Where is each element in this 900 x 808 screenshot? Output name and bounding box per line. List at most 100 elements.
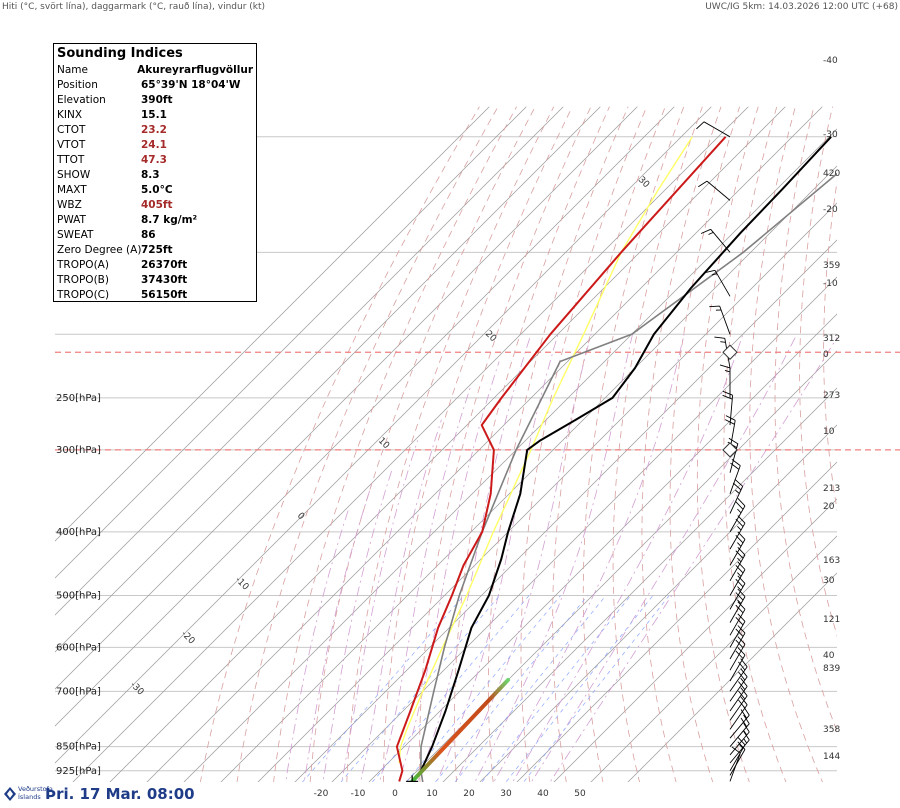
index-name: VTOT (57, 139, 86, 151)
indices-row: Elevation 390ft (57, 93, 253, 108)
indices-title: Sounding Indices (57, 46, 183, 61)
height-label: 273 (823, 391, 840, 401)
indices-row: Name Akureyrarflugvöllur (57, 63, 253, 78)
pressure-label: 700[hPa] (56, 686, 101, 697)
wind-barb (729, 613, 746, 648)
logo-line1: Veðurstofa (18, 785, 53, 793)
wind-barb (729, 478, 744, 514)
index-value: 725ft (141, 244, 173, 256)
index-value: 37430ft (141, 274, 188, 286)
indices-row: MAXT 5.0°C (57, 183, 253, 198)
height-label: -40 (823, 56, 838, 66)
wind-barb (729, 459, 741, 494)
moist-adiabat (530, 334, 798, 782)
height-label: -30 (823, 130, 838, 140)
dry-adiabat (520, 106, 648, 782)
index-value: 23.2 (141, 124, 167, 136)
wind-barb (729, 601, 746, 636)
indices-row: SHOW 8.3 (57, 168, 253, 183)
index-name: KINX (57, 109, 83, 121)
x-tick-label: 50 (574, 789, 586, 799)
mixing-ratio-line (523, 595, 670, 782)
wind-barb (696, 121, 731, 138)
wind-barb (722, 390, 734, 426)
height-label: 839 (823, 664, 840, 674)
indices-row: KINX 15.1 (57, 108, 253, 123)
tropopause-marker (722, 344, 738, 360)
height-label: 163 (823, 556, 840, 566)
height-label: 30 (823, 576, 835, 586)
wind-barb (729, 647, 746, 682)
moist-adiabat (493, 334, 685, 782)
sounding-indices-panel: Sounding Indices Name Akureyrarflugvöllur… (53, 43, 257, 302)
height-label: 420 (823, 169, 840, 179)
index-value: 390ft (141, 94, 173, 106)
vedurstofa-logo: Veðurstofa Íslands (4, 784, 54, 806)
index-value: 65°39'N 18°04'W (141, 79, 241, 91)
dry-adiabat (582, 106, 685, 782)
parcel-curve (420, 172, 837, 782)
wind-barb (729, 515, 746, 550)
isotherm-line (55, 106, 490, 542)
isotherm-line (590, 535, 837, 782)
isotherm-line (294, 239, 837, 782)
dry-adiabat (552, 106, 666, 782)
dry-adiabat (847, 107, 900, 807)
dry-adiabat (870, 107, 900, 807)
indices-row: SWEAT 86 (57, 228, 253, 243)
index-name: CTOT (57, 124, 86, 136)
indices-row: Position 65°39'N 18°04'W (57, 78, 253, 93)
wind-barb (729, 575, 746, 610)
height-label: 144 (823, 752, 840, 762)
height-label: 10 (823, 427, 835, 437)
moist-adiabat (549, 336, 837, 782)
index-value: 26370ft (141, 259, 188, 271)
dry-adiabat (309, 106, 536, 782)
wind-barb (698, 180, 731, 201)
logo-line2: Íslands (18, 793, 41, 801)
wind-barb (729, 588, 746, 623)
isotherm-line (109, 106, 786, 782)
x-tick-label: 10 (426, 789, 438, 799)
wind-barb (729, 658, 748, 692)
indices-table: Name Akureyrarflugvöllur Position 65°39'N 1… (57, 63, 253, 303)
indices-row: TROPO(B) 37430ft (57, 273, 253, 288)
index-name: SHOW (57, 169, 91, 181)
x-tick-label: -20 (314, 789, 329, 799)
wind-barb (729, 741, 746, 776)
wind-barb (729, 497, 746, 533)
model-run-info: UWC/IG 5km: 14.03.2026 12:00 UTC (+68) (705, 2, 898, 12)
wind-barb (729, 561, 746, 596)
wind-barb (729, 668, 748, 702)
isotherm-line (553, 498, 837, 782)
isotherm-label: -10 (233, 575, 251, 593)
index-name: Position (57, 79, 98, 91)
isotherm-line (146, 106, 823, 782)
index-value: 47.3 (141, 154, 167, 166)
mixing-ratio-line (371, 595, 530, 782)
index-name: SWEAT (57, 229, 94, 241)
isotherm-line (331, 276, 837, 782)
footer: Veðurstofa Íslands Þri. 17 Mar. 08:00 (0, 782, 210, 808)
indices-row: PWAT 8.7 kg/m² (57, 213, 253, 228)
isotherm-label: -30 (128, 680, 146, 698)
wind-barb (729, 546, 746, 582)
dry-adiabat (723, 106, 787, 782)
index-value: 86 (141, 229, 156, 241)
pressure-label: 600[hPa] (56, 642, 101, 653)
pressure-label: 925[hPa] (56, 766, 101, 777)
index-name: Name (57, 64, 88, 76)
moist-adiabat (474, 334, 633, 782)
index-name: TTOT (57, 154, 85, 166)
isotherm-line (55, 106, 638, 690)
wind-barb (729, 714, 750, 747)
isotherm-line (368, 313, 837, 782)
pressure-label: 250[hPa] (56, 393, 101, 404)
logo-mark-icon (4, 787, 16, 801)
index-value: 8.3 (141, 169, 160, 181)
index-value: 5.0°C (141, 184, 173, 196)
moist-adiabat (322, 468, 393, 782)
indices-row: CTOT 23.2 (57, 123, 253, 138)
wind-barb (729, 636, 746, 671)
